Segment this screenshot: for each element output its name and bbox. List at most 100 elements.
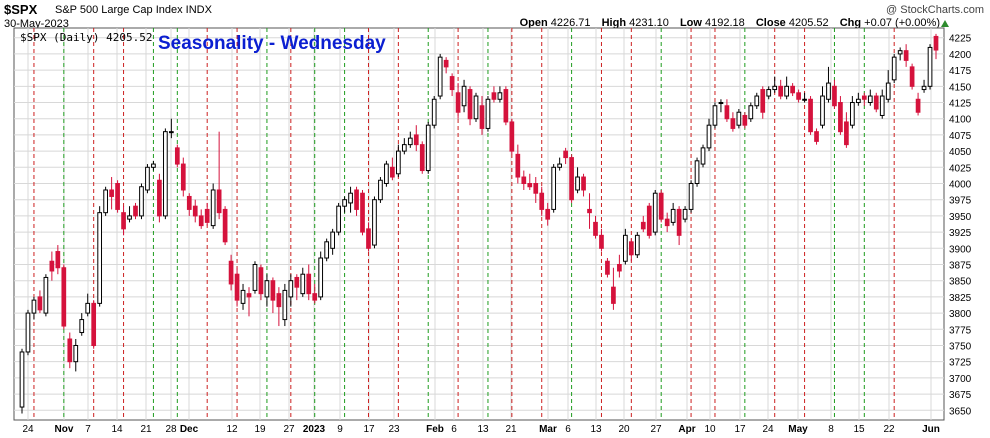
y-tick-label: 3875 — [949, 260, 972, 271]
candle-body — [611, 286, 616, 304]
high-label: High — [601, 17, 627, 29]
x-tick-label: 24 — [22, 424, 34, 435]
candle-body — [378, 179, 383, 201]
candle-body — [312, 293, 318, 301]
candle-body — [19, 351, 25, 408]
x-tick-label: 6 — [565, 424, 571, 435]
candle-body — [288, 280, 294, 298]
candle-body — [736, 111, 742, 126]
x-tick-label: May — [788, 424, 808, 435]
candle-body — [885, 82, 891, 100]
candle-body — [467, 89, 473, 120]
candle-body — [318, 257, 324, 298]
close-value: 4205.52 — [788, 17, 829, 29]
candle-body — [330, 231, 335, 249]
candle-body — [234, 273, 240, 301]
candle-body — [115, 183, 120, 210]
candle-body — [497, 92, 503, 100]
y-tick-label: 3700 — [949, 374, 972, 385]
candle-body — [342, 199, 347, 207]
candle-body — [25, 312, 31, 353]
x-tick-label: Jun — [922, 424, 940, 435]
candle-body — [79, 319, 85, 334]
candle-body — [646, 205, 652, 236]
candle-body — [838, 102, 843, 133]
low-label: Low — [679, 17, 702, 29]
x-tick-label: 21 — [140, 424, 152, 435]
candle-body — [617, 263, 622, 272]
candle-body — [700, 147, 706, 165]
candle-body — [640, 221, 646, 230]
candle-body — [139, 186, 144, 217]
candle-body — [730, 118, 736, 129]
candle-body — [796, 92, 801, 100]
y-tick-label: 3925 — [949, 228, 972, 239]
candle-body — [634, 234, 640, 256]
y-tick-label: 4175 — [949, 66, 972, 77]
candle-body — [192, 205, 198, 217]
candle-body — [712, 105, 718, 126]
x-tick-label: Feb — [426, 424, 444, 435]
x-tick-label: 8 — [828, 424, 834, 435]
candle-body — [258, 267, 264, 295]
candle-body — [891, 56, 897, 81]
y-tick-label: 4050 — [949, 147, 972, 158]
candle-body — [163, 131, 168, 217]
candle-body — [670, 208, 676, 223]
candle-body — [473, 95, 479, 120]
y-tick-label: 4075 — [949, 131, 972, 142]
seasonality-title: Seasonality - Wednesday — [158, 33, 386, 54]
x-tick-label: 27 — [650, 424, 662, 435]
candle-body — [43, 276, 49, 314]
candle-body — [784, 85, 790, 97]
ohlc-readout: Open 4226.71 High 4231.10 Low 4192.18 Cl… — [520, 17, 940, 29]
candle-body — [246, 293, 252, 298]
chart-date: 30-May-2023 — [4, 18, 69, 30]
candle-body — [820, 95, 825, 126]
candle-body — [652, 192, 658, 233]
candle-body — [127, 215, 132, 220]
x-tick-label: 2023 — [303, 424, 326, 435]
low-value: 4192.18 — [705, 17, 745, 29]
candle-body — [276, 293, 282, 308]
candle-body — [168, 131, 174, 134]
candle-body — [533, 183, 539, 194]
change-up-icon — [941, 20, 949, 27]
candle-body — [778, 85, 784, 97]
y-tick-label: 3800 — [949, 309, 972, 320]
candle-body — [808, 98, 813, 133]
candle-body — [521, 176, 527, 185]
candle-body — [91, 302, 97, 346]
candle-body — [413, 134, 419, 146]
candle-body — [539, 192, 545, 210]
series-legend: $SPX (Daily) 4205.52 — [20, 31, 153, 44]
candle-body — [927, 46, 933, 87]
x-tick-label: 12 — [226, 424, 238, 435]
candle-body — [401, 144, 407, 152]
candle-body — [210, 189, 216, 227]
candle-body — [485, 98, 491, 129]
candle-body — [204, 208, 210, 223]
candle-body — [903, 50, 909, 61]
candle-body — [581, 176, 586, 191]
candle-body — [372, 199, 377, 246]
candle-body — [455, 92, 461, 113]
candle-body — [915, 98, 921, 113]
candle-body — [145, 166, 150, 191]
candle-body — [443, 59, 449, 68]
x-tick-label: 14 — [111, 424, 123, 435]
candle-body — [61, 267, 67, 327]
x-tick-label: 23 — [388, 424, 400, 435]
candle-body — [354, 189, 359, 210]
x-tick-label: Dec — [180, 424, 199, 435]
candle-body — [623, 234, 628, 262]
x-tick-label: 13 — [590, 424, 602, 435]
y-tick-label: 4100 — [949, 115, 972, 126]
y-tick-label: 3675 — [949, 390, 972, 401]
y-tick-label: 3725 — [949, 358, 972, 369]
candle-body — [109, 189, 114, 197]
candle-body — [73, 344, 79, 363]
candle-body — [587, 208, 592, 214]
chg-value: +0.07 (+0.00%) — [864, 17, 940, 29]
